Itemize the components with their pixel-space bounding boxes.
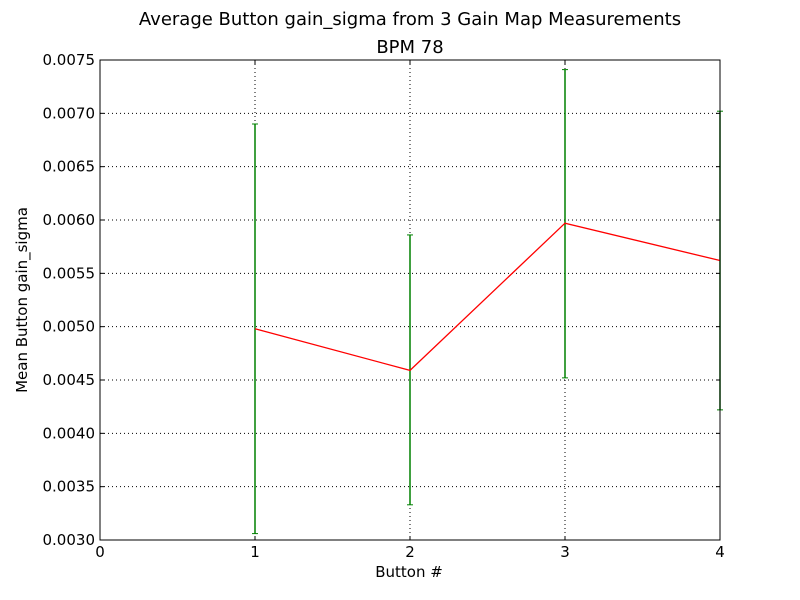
ticks: 0 1 2 3 4 0.0030 0.0035 0.0040 0.0045 0.0050 0.005…	[43, 51, 725, 561]
x-tick-label: 3	[560, 543, 570, 561]
y-tick-label: 0.0035	[43, 478, 96, 496]
x-tick-label: 0	[95, 543, 105, 561]
y-tick-label: 0.0050	[43, 318, 96, 336]
y-axis-label: Mean Button gain_sigma	[13, 207, 32, 393]
x-tick-label: 4	[715, 543, 725, 561]
y-tick-label: 0.0030	[43, 531, 96, 549]
plot-data	[252, 69, 723, 535]
x-tick-label: 1	[250, 543, 260, 561]
y-tick-label: 0.0070	[43, 104, 96, 122]
series-line	[254, 222, 721, 372]
x-axis-label: Button #	[375, 563, 443, 581]
y-tick-label: 0.0075	[43, 51, 96, 69]
y-tick-label: 0.0065	[43, 158, 96, 176]
y-tick-label: 0.0045	[43, 371, 96, 389]
x-tick-label: 2	[405, 543, 415, 561]
chart-title: Average Button gain_sigma from 3 Gain Ma…	[139, 9, 681, 30]
y-tick-label: 0.0040	[43, 424, 96, 442]
y-tick-label: 0.0055	[43, 264, 96, 282]
y-tick-label: 0.0060	[43, 211, 96, 229]
chart-subtitle: BPM 78	[376, 37, 443, 58]
